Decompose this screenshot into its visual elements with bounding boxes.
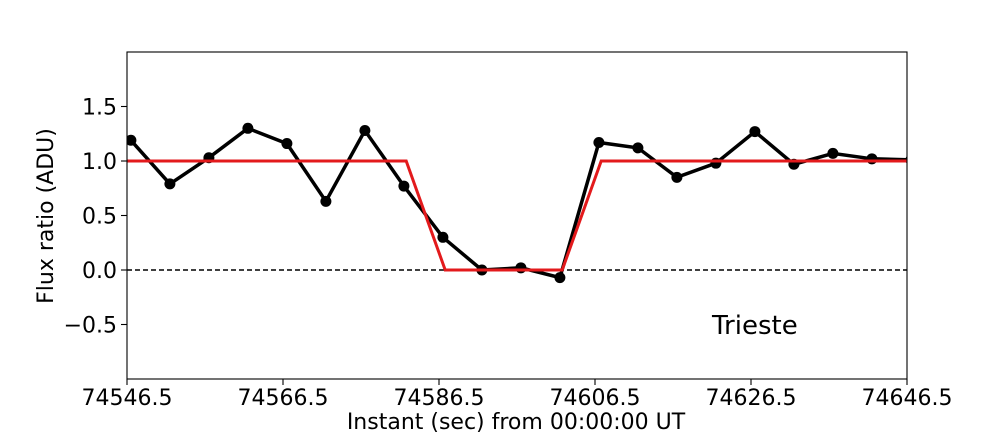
data-point bbox=[359, 124, 371, 136]
data-point bbox=[515, 262, 527, 274]
y-tick-label: 1.5 bbox=[82, 96, 117, 121]
y-tick-label: 1.0 bbox=[82, 150, 117, 175]
data-point bbox=[866, 153, 878, 165]
x-tick-label: 74646.5 bbox=[862, 386, 953, 411]
data-point bbox=[749, 126, 761, 138]
data-point bbox=[242, 122, 254, 134]
data-point bbox=[554, 272, 566, 284]
data-point bbox=[593, 136, 605, 148]
y-tick-label: −0.5 bbox=[64, 314, 117, 339]
x-tick-label: 74626.5 bbox=[706, 386, 797, 411]
data-point bbox=[398, 180, 410, 192]
data-point bbox=[320, 195, 332, 207]
y-tick-label: 0.0 bbox=[82, 259, 117, 284]
model-series-line bbox=[127, 159, 907, 272]
y-axis: −0.5 0.0 0.5 1.0 1.5 bbox=[64, 96, 127, 339]
data-point bbox=[437, 231, 449, 243]
x-axis-title: Instant (sec) from 00:00:00 UT bbox=[347, 410, 686, 432]
x-tick-label: 74586.5 bbox=[394, 386, 485, 411]
observed-series-line bbox=[129, 126, 907, 280]
x-axis: 74546.5 74566.5 74586.5 74606.5 74626.5 74646… bbox=[82, 379, 953, 411]
plot-area bbox=[126, 51, 908, 380]
data-point bbox=[127, 134, 137, 146]
x-tick-label: 74566.5 bbox=[238, 386, 329, 411]
x-tick-label: 74546.5 bbox=[82, 386, 173, 411]
annotation-label: Trieste bbox=[711, 311, 798, 341]
data-point bbox=[164, 178, 176, 190]
y-tick-label: 0.5 bbox=[82, 205, 117, 230]
data-point bbox=[632, 142, 644, 154]
x-tick-label: 74606.5 bbox=[550, 386, 641, 411]
data-point bbox=[671, 171, 683, 183]
data-point bbox=[710, 157, 722, 169]
data-point bbox=[827, 147, 839, 159]
data-layer bbox=[127, 122, 907, 284]
data-point bbox=[281, 138, 293, 150]
y-axis-title: Flux ratio (ADU) bbox=[34, 128, 59, 304]
